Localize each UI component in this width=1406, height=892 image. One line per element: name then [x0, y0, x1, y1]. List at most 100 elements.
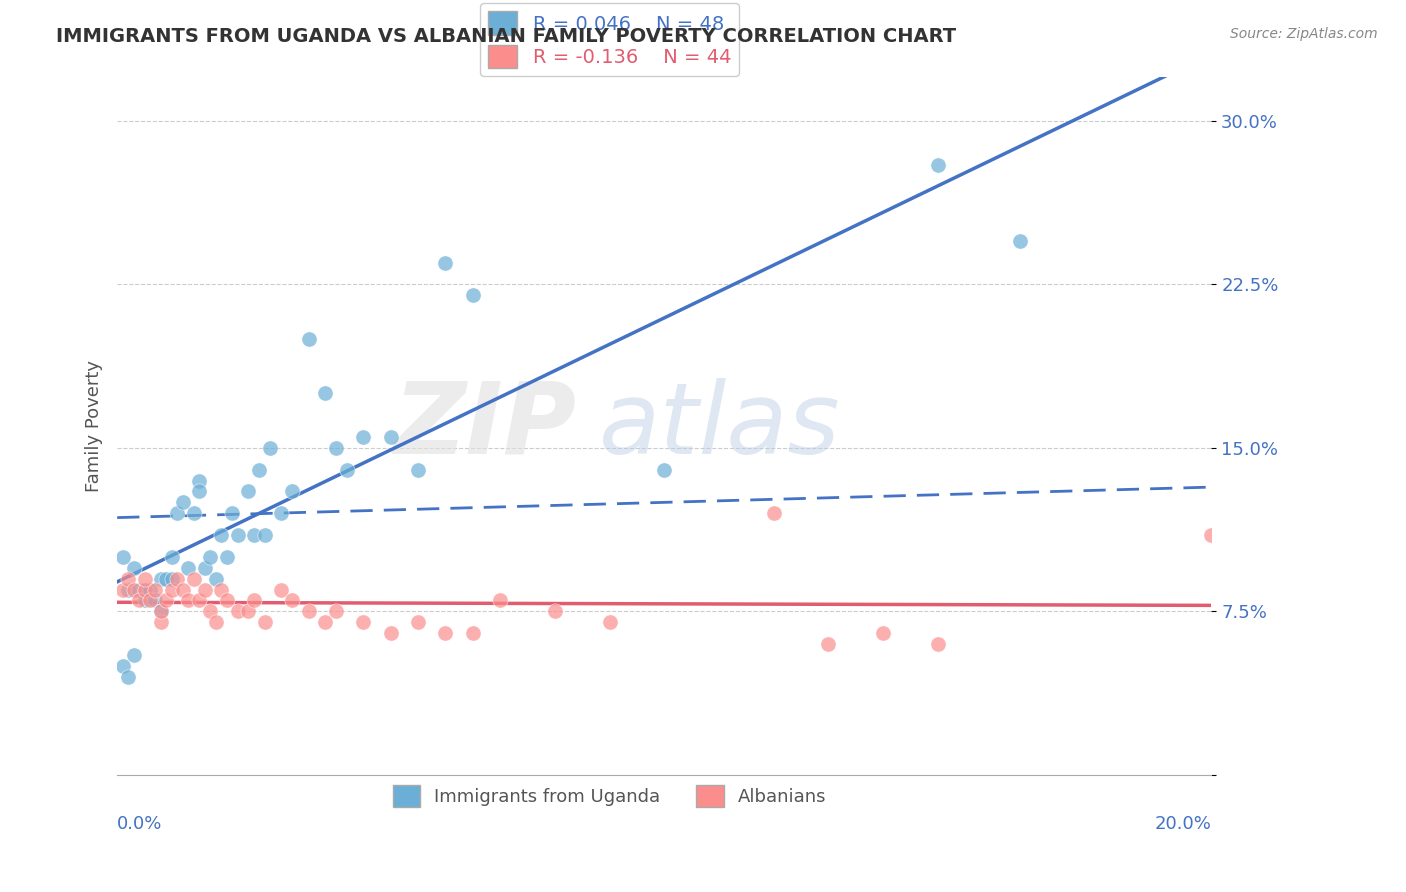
Point — [817, 637, 839, 651]
Text: IMMIGRANTS FROM UGANDA VS ALBANIAN FAMILY POVERTY CORRELATION CHART: IMMIGRANTS FROM UGANDA VS ALBANIAN FAMIL… — [56, 27, 956, 45]
Point — [128, 593, 150, 607]
Point — [139, 593, 162, 607]
Point — [183, 506, 205, 520]
Point — [188, 474, 211, 488]
Point — [177, 560, 200, 574]
Point — [238, 604, 260, 618]
Point — [145, 593, 167, 607]
Point — [599, 615, 621, 630]
Point — [352, 615, 374, 630]
Point — [149, 604, 172, 618]
Point — [111, 582, 134, 597]
Point — [117, 582, 139, 597]
Point — [927, 158, 949, 172]
Point — [194, 582, 217, 597]
Point — [117, 572, 139, 586]
Point — [117, 670, 139, 684]
Point — [200, 549, 222, 564]
Point — [183, 572, 205, 586]
Point — [166, 572, 188, 586]
Y-axis label: Family Poverty: Family Poverty — [86, 360, 103, 492]
Point — [652, 463, 675, 477]
Legend: Immigrants from Uganda, Albanians: Immigrants from Uganda, Albanians — [385, 778, 834, 814]
Point — [1008, 234, 1031, 248]
Point — [111, 658, 134, 673]
Point — [238, 484, 260, 499]
Point — [434, 255, 457, 269]
Point — [160, 572, 183, 586]
Point — [243, 528, 266, 542]
Point — [872, 626, 894, 640]
Point — [406, 463, 429, 477]
Point — [243, 593, 266, 607]
Point — [927, 637, 949, 651]
Point — [134, 572, 156, 586]
Point — [160, 582, 183, 597]
Point — [762, 506, 785, 520]
Point — [226, 604, 249, 618]
Point — [406, 615, 429, 630]
Text: ZIP: ZIP — [394, 377, 576, 475]
Point — [122, 582, 145, 597]
Point — [352, 430, 374, 444]
Text: 20.0%: 20.0% — [1154, 815, 1212, 833]
Text: Source: ZipAtlas.com: Source: ZipAtlas.com — [1230, 27, 1378, 41]
Point — [461, 288, 484, 302]
Point — [226, 528, 249, 542]
Point — [155, 572, 177, 586]
Point — [172, 582, 194, 597]
Point — [270, 582, 292, 597]
Point — [200, 604, 222, 618]
Point — [314, 386, 336, 401]
Point — [253, 528, 276, 542]
Point — [249, 463, 271, 477]
Point — [325, 604, 347, 618]
Point — [281, 593, 304, 607]
Point — [149, 615, 172, 630]
Point — [188, 484, 211, 499]
Point — [204, 572, 226, 586]
Point — [461, 626, 484, 640]
Point — [122, 648, 145, 662]
Point — [489, 593, 512, 607]
Point — [134, 582, 156, 597]
Point — [270, 506, 292, 520]
Point — [149, 572, 172, 586]
Point — [122, 560, 145, 574]
Point — [209, 582, 232, 597]
Point — [194, 560, 217, 574]
Point — [314, 615, 336, 630]
Point — [128, 582, 150, 597]
Point — [172, 495, 194, 509]
Point — [139, 582, 162, 597]
Point — [336, 463, 359, 477]
Point — [221, 506, 243, 520]
Point — [325, 441, 347, 455]
Point — [434, 626, 457, 640]
Point — [134, 593, 156, 607]
Point — [253, 615, 276, 630]
Point — [177, 593, 200, 607]
Point — [204, 615, 226, 630]
Point — [281, 484, 304, 499]
Text: atlas: atlas — [599, 377, 841, 475]
Point — [145, 582, 167, 597]
Point — [380, 626, 402, 640]
Point — [149, 604, 172, 618]
Point — [298, 604, 321, 618]
Point — [1201, 528, 1223, 542]
Point — [259, 441, 281, 455]
Point — [544, 604, 567, 618]
Point — [188, 593, 211, 607]
Point — [380, 430, 402, 444]
Point — [160, 549, 183, 564]
Point — [209, 528, 232, 542]
Point — [111, 549, 134, 564]
Point — [215, 593, 238, 607]
Point — [155, 593, 177, 607]
Text: 0.0%: 0.0% — [117, 815, 163, 833]
Point — [298, 332, 321, 346]
Point — [166, 506, 188, 520]
Point — [134, 582, 156, 597]
Point — [215, 549, 238, 564]
